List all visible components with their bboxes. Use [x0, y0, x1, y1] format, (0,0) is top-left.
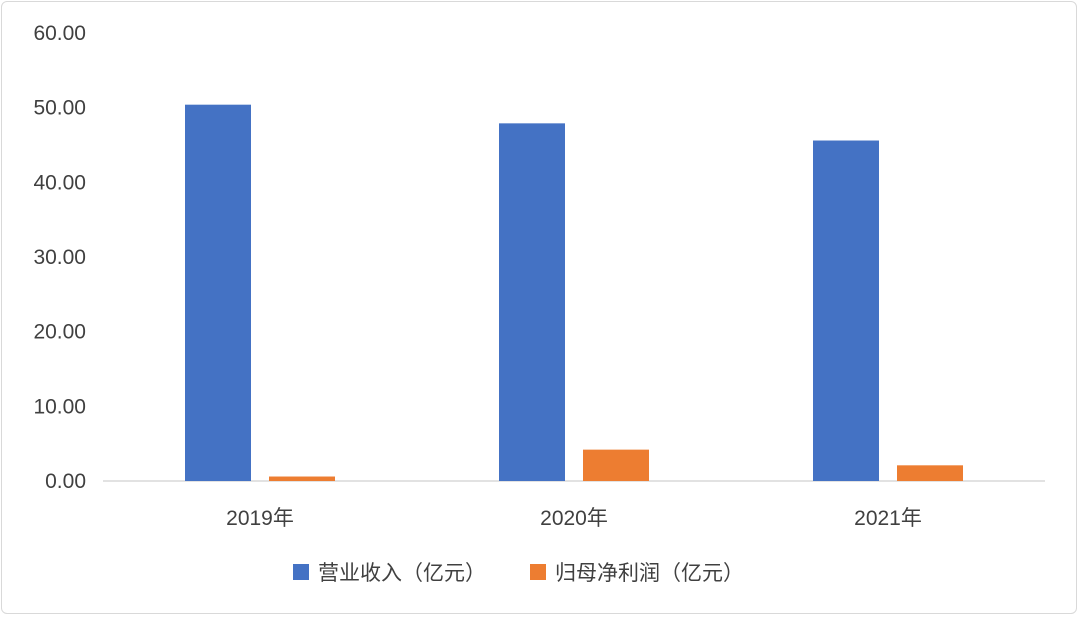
y-axis-ticks: 0.00 10.00 20.00 30.00 40.00 50.00 60.00 [33, 22, 86, 493]
y-tick-label: 50.00 [33, 97, 86, 120]
y-tick-label: 40.00 [33, 171, 86, 194]
legend-swatch [530, 564, 546, 580]
x-tick-label: 2021年 [854, 507, 922, 530]
bars-group [185, 104, 963, 482]
bar-net-profit-1 [583, 449, 649, 481]
y-tick-label: 10.00 [33, 395, 86, 418]
bar-revenue-2 [813, 140, 879, 481]
legend-label: 归母净利润（亿元） [555, 562, 744, 585]
bar-net-profit-2 [897, 465, 963, 481]
bar-revenue-0 [185, 104, 251, 482]
legend-swatch [293, 564, 309, 580]
y-tick-label: 20.00 [33, 321, 86, 344]
bar-net-profit-0 [269, 476, 335, 481]
x-tick-label: 2020年 [540, 507, 608, 530]
y-tick-label: 0.00 [45, 470, 86, 493]
bar-revenue-1 [499, 123, 565, 481]
y-tick-label: 60.00 [33, 22, 86, 45]
x-axis-ticks: 2019年 2020年 2021年 [226, 507, 922, 530]
y-tick-label: 30.00 [33, 246, 86, 269]
x-tick-label: 2019年 [226, 507, 294, 530]
legend: 营业收入（亿元） 归母净利润（亿元） [293, 562, 744, 585]
legend-label: 营业收入（亿元） [318, 562, 486, 585]
